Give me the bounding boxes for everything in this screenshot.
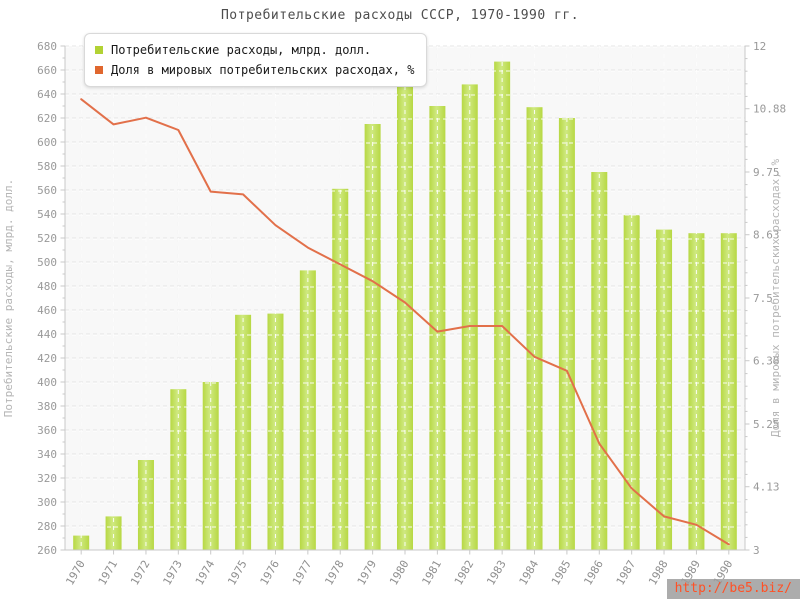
svg-text:4.13: 4.13 — [753, 481, 780, 494]
line-series-marker-icon — [95, 66, 103, 74]
svg-text:3: 3 — [753, 544, 760, 557]
svg-text:1978: 1978 — [322, 558, 347, 587]
svg-text:340: 340 — [37, 448, 57, 461]
svg-text:300: 300 — [37, 496, 57, 509]
legend-label-bar-series: Потребительские расходы, млрд. долл. — [111, 43, 372, 57]
svg-text:1982: 1982 — [452, 558, 477, 587]
svg-text:1970: 1970 — [63, 558, 88, 587]
svg-text:460: 460 — [37, 304, 57, 317]
svg-text:400: 400 — [37, 376, 57, 389]
svg-text:1974: 1974 — [193, 558, 218, 588]
svg-text:480: 480 — [37, 280, 57, 293]
svg-text:280: 280 — [37, 520, 57, 533]
svg-text:5.25: 5.25 — [753, 418, 780, 431]
svg-text:8.63: 8.63 — [753, 229, 780, 242]
svg-text:320: 320 — [37, 472, 57, 485]
svg-text:680: 680 — [37, 40, 57, 53]
svg-text:600: 600 — [37, 136, 57, 149]
svg-text:520: 520 — [37, 232, 57, 245]
svg-text:1972: 1972 — [128, 558, 153, 587]
svg-text:440: 440 — [37, 328, 57, 341]
legend: Потребительские расходы, млрд. долл. Дол… — [84, 33, 428, 87]
svg-text:1980: 1980 — [387, 558, 412, 587]
svg-text:1985: 1985 — [549, 558, 574, 587]
svg-text:12: 12 — [753, 40, 766, 53]
svg-text:360: 360 — [37, 424, 57, 437]
svg-text:660: 660 — [37, 64, 57, 77]
svg-text:620: 620 — [37, 112, 57, 125]
bar-series-marker-icon — [95, 46, 103, 54]
svg-text:1979: 1979 — [355, 558, 380, 587]
svg-text:1987: 1987 — [614, 558, 639, 587]
svg-text:1971: 1971 — [96, 558, 121, 587]
svg-text:1977: 1977 — [290, 558, 315, 587]
legend-label-line-series: Доля в мировых потребительских расходах,… — [111, 63, 415, 77]
svg-text:580: 580 — [37, 160, 57, 173]
chart-title: Потребительские расходы СССР, 1970-1990 … — [220, 8, 580, 23]
legend-item-bar-series[interactable]: Потребительские расходы, млрд. долл. — [95, 40, 414, 60]
svg-text:380: 380 — [37, 400, 57, 413]
svg-text:1973: 1973 — [160, 558, 185, 587]
left-axis-title: Потребительские расходы, млрд. долл. — [2, 178, 15, 418]
svg-text:500: 500 — [37, 256, 57, 269]
svg-text:540: 540 — [37, 208, 57, 221]
svg-text:1983: 1983 — [484, 558, 509, 587]
svg-text:260: 260 — [37, 544, 57, 557]
svg-text:1986: 1986 — [581, 558, 606, 587]
right-axis-title: Доля в мировых потребительских расходах,… — [769, 158, 782, 438]
svg-text:420: 420 — [37, 352, 57, 365]
svg-text:7.5: 7.5 — [753, 292, 773, 305]
svg-text:1975: 1975 — [225, 558, 250, 587]
svg-text:10.88: 10.88 — [753, 103, 786, 116]
svg-text:1976: 1976 — [258, 558, 283, 587]
svg-text:6.38: 6.38 — [753, 355, 780, 368]
svg-text:560: 560 — [37, 184, 57, 197]
svg-text:640: 640 — [37, 88, 57, 101]
legend-item-line-series[interactable]: Доля в мировых потребительских расходах,… — [95, 60, 414, 80]
svg-text:9.75: 9.75 — [753, 166, 780, 179]
svg-text:1981: 1981 — [419, 558, 444, 587]
watermark-link[interactable]: http://be5.biz/ — [666, 579, 800, 599]
svg-text:1984: 1984 — [517, 558, 542, 588]
